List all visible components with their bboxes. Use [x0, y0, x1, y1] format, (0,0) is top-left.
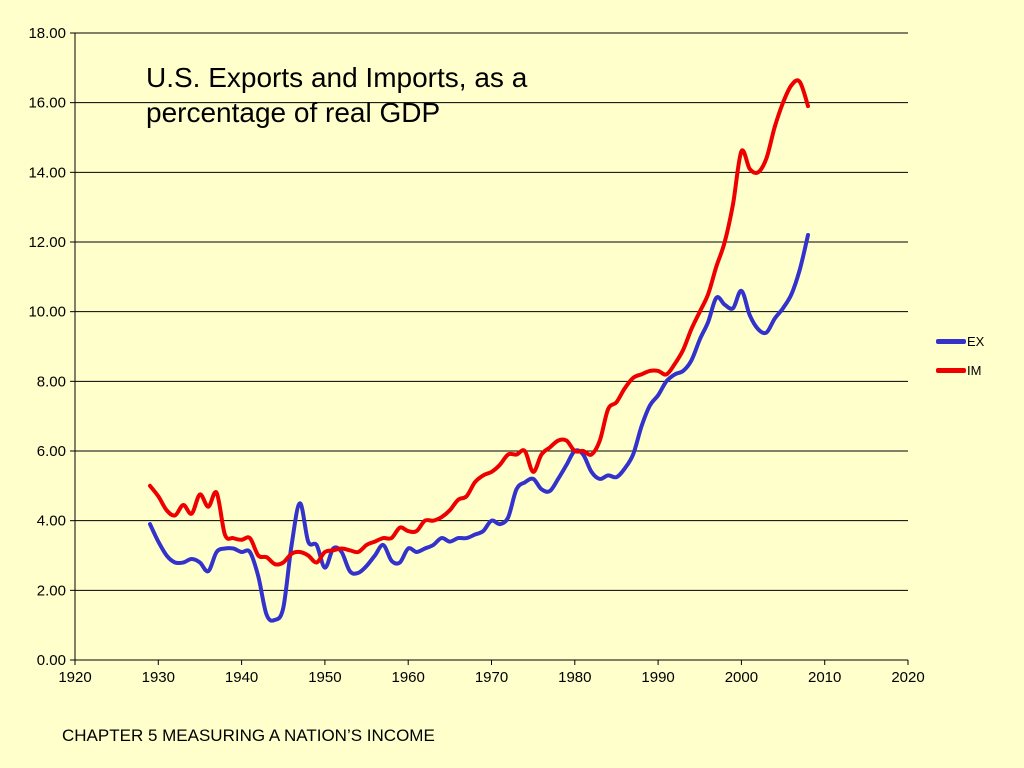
- svg-text:1980: 1980: [558, 669, 591, 686]
- im-line-swatch: [936, 368, 966, 373]
- svg-text:10.00: 10.00: [28, 304, 66, 321]
- svg-text:18.00: 18.00: [28, 25, 66, 42]
- svg-text:1960: 1960: [392, 669, 425, 686]
- svg-text:2.00: 2.00: [37, 582, 66, 599]
- svg-text:1970: 1970: [475, 669, 508, 686]
- chart-legend: EX IM: [936, 327, 984, 385]
- svg-text:1990: 1990: [641, 669, 674, 686]
- svg-text:16.00: 16.00: [28, 95, 66, 112]
- legend-item-im: IM: [936, 356, 984, 385]
- svg-text:1920: 1920: [58, 669, 91, 686]
- svg-text:8.00: 8.00: [37, 373, 66, 390]
- slide-caption: CHAPTER 5 MEASURING A NATION’S INCOME: [62, 726, 435, 745]
- ex-line-swatch: [936, 339, 966, 344]
- svg-text:0.00: 0.00: [37, 652, 66, 669]
- svg-text:6.00: 6.00: [37, 443, 66, 460]
- svg-text:2020: 2020: [891, 669, 924, 686]
- svg-text:2010: 2010: [808, 669, 841, 686]
- legend-item-ex: EX: [936, 327, 984, 356]
- svg-text:1950: 1950: [308, 669, 341, 686]
- legend-label-ex: EX: [967, 334, 985, 349]
- svg-text:1930: 1930: [142, 669, 175, 686]
- svg-text:2000: 2000: [725, 669, 758, 686]
- legend-label-im: IM: [967, 363, 982, 378]
- chart-title: U.S. Exports and Imports, as a percentag…: [146, 62, 528, 128]
- svg-text:14.00: 14.00: [28, 164, 66, 181]
- svg-text:4.00: 4.00: [37, 513, 66, 530]
- svg-text:12.00: 12.00: [28, 234, 66, 251]
- svg-text:1940: 1940: [225, 669, 258, 686]
